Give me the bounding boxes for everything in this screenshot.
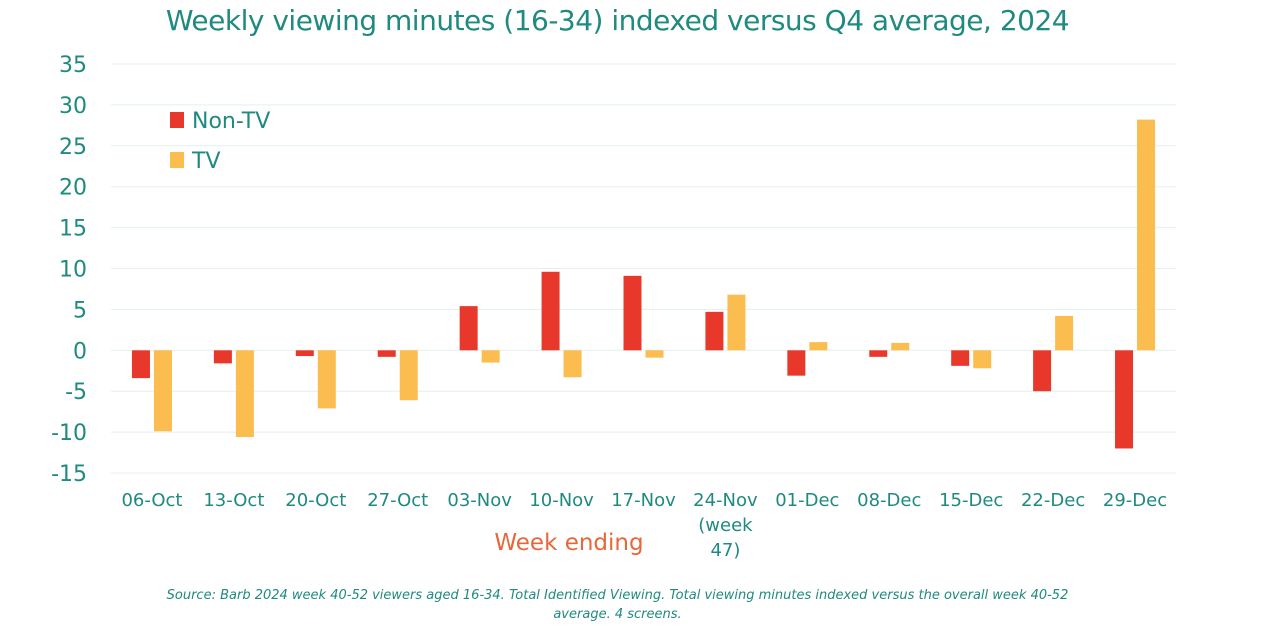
x-tick-label: 15-Dec bbox=[939, 490, 1003, 511]
legend-label: TV bbox=[191, 149, 221, 174]
source-note: Source: Barb 2024 week 40-52 viewers age… bbox=[166, 588, 1069, 622]
bar-non-tv-9 bbox=[869, 350, 888, 357]
x-axis-tick-labels: 06-Oct 13-Oct 20-Oct 27-Oct 03-Nov 10-Nov 17-N… bbox=[121, 490, 1167, 561]
bar-non-tv-12 bbox=[1115, 350, 1134, 449]
bar-non-tv-2 bbox=[295, 350, 314, 357]
bar-non-tv-11 bbox=[1033, 350, 1052, 392]
x-tick-label: 01-Dec bbox=[775, 490, 839, 511]
y-tick-label: -10 bbox=[51, 421, 87, 446]
bar-tv-11 bbox=[1055, 315, 1074, 351]
bar-non-tv-4 bbox=[459, 306, 478, 351]
legend-swatch-non-tv bbox=[170, 112, 184, 128]
bar-tv-2 bbox=[317, 350, 336, 409]
bar-non-tv-0 bbox=[131, 350, 150, 379]
y-tick-label: 35 bbox=[59, 53, 87, 78]
bar-non-tv-8 bbox=[787, 350, 806, 376]
x-tick-label: 27-Oct bbox=[367, 490, 428, 511]
bar-tv-3 bbox=[399, 350, 418, 401]
bar-non-tv-10 bbox=[951, 350, 970, 366]
chart-title: Weekly viewing minutes (16-34) indexed v… bbox=[165, 4, 1070, 37]
y-tick-label: -5 bbox=[65, 380, 87, 405]
y-tick-label: 10 bbox=[59, 258, 87, 283]
y-tick-label: 5 bbox=[73, 298, 87, 323]
x-tick-label: 22-Dec bbox=[1021, 490, 1085, 511]
y-tick-label: -15 bbox=[51, 462, 87, 487]
legend: Non-TV TV bbox=[170, 109, 270, 174]
bar-non-tv-6 bbox=[623, 275, 642, 351]
x-tick-label: 06-Oct bbox=[121, 490, 182, 511]
bar-tv-6 bbox=[645, 350, 664, 358]
y-axis-tick-labels: 35 30 25 20 15 10 5 0 -5 -10 -15 bbox=[51, 53, 87, 487]
bar-tv-4 bbox=[481, 350, 500, 363]
x-tick-label: 20-Oct bbox=[285, 490, 346, 511]
x-tick-label: 29-Dec bbox=[1103, 490, 1167, 511]
y-tick-label: 25 bbox=[59, 135, 87, 160]
x-tick-label: 08-Dec bbox=[857, 490, 921, 511]
x-axis-title: Week ending bbox=[494, 530, 643, 556]
x-tick-label: 13-Oct bbox=[203, 490, 264, 511]
bar-non-tv-7 bbox=[705, 311, 724, 351]
y-tick-label: 30 bbox=[59, 94, 87, 119]
bar-tv-8 bbox=[809, 342, 828, 351]
x-tick-label: 03-Nov bbox=[447, 490, 512, 511]
bar-tv-5 bbox=[563, 350, 582, 378]
bar-tv-9 bbox=[891, 342, 910, 351]
gridlines bbox=[111, 63, 1176, 474]
bar-tv-10 bbox=[973, 350, 992, 369]
bar-non-tv-1 bbox=[213, 350, 232, 364]
bar-tv-12 bbox=[1137, 119, 1156, 351]
y-tick-label: 20 bbox=[59, 176, 87, 201]
bar-tv-7 bbox=[727, 294, 746, 351]
y-tick-label: 0 bbox=[73, 339, 87, 364]
x-tick-label: 10-Nov bbox=[529, 490, 594, 511]
legend-swatch-tv bbox=[170, 152, 184, 168]
bars bbox=[131, 119, 1156, 449]
x-tick-label: 24-Nov (week 47) bbox=[693, 490, 758, 561]
x-tick-label: 17-Nov bbox=[611, 490, 676, 511]
y-tick-label: 15 bbox=[59, 217, 87, 242]
legend-label: Non-TV bbox=[192, 109, 270, 134]
bar-tv-0 bbox=[153, 350, 172, 432]
bar-tv-1 bbox=[235, 350, 254, 438]
bar-non-tv-3 bbox=[377, 350, 396, 357]
bar-non-tv-5 bbox=[541, 271, 560, 351]
